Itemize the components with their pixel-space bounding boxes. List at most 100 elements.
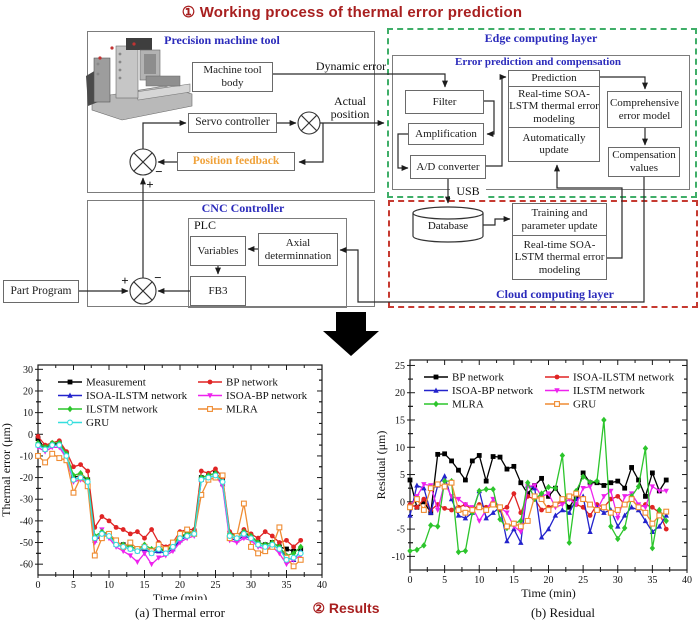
data-marker [284, 546, 289, 552]
data-marker [291, 544, 296, 550]
variables-box: Variables [190, 236, 246, 266]
data-marker [298, 537, 304, 543]
data-marker [241, 535, 247, 542]
data-marker [587, 528, 593, 535]
y-tick-label: 10 [395, 443, 405, 454]
data-marker [621, 512, 628, 518]
data-marker [435, 523, 441, 530]
data-marker [407, 547, 413, 555]
x-tick-label: 40 [317, 580, 327, 591]
y-axis-label: Thermal error (μm) [0, 423, 13, 517]
legend-label-isoa-ilstm-network: ISOA-ILSTM network [573, 372, 675, 384]
data-marker [628, 496, 635, 503]
data-marker [276, 524, 283, 531]
data-marker [141, 551, 148, 557]
cloud-layer-label: Cloud computing layer [495, 287, 614, 301]
data-marker [120, 548, 126, 555]
series-line-ilstm-network [409, 480, 667, 533]
legend-label-isoa-ilstm-network: ISOA-ILSTM network [86, 390, 188, 402]
data-marker [608, 488, 614, 494]
x-axis-label: Time (min) [153, 591, 208, 600]
data-marker [442, 505, 448, 511]
data-marker [177, 540, 183, 546]
data-marker [518, 529, 524, 535]
data-marker [449, 507, 454, 513]
data-marker [504, 523, 510, 530]
data-marker [545, 483, 552, 491]
data-marker [663, 508, 670, 515]
data-marker [629, 465, 634, 470]
position-feedback-box: Position feedback [177, 152, 295, 171]
x-tick-label: 0 [408, 575, 413, 586]
data-marker [414, 546, 420, 554]
data-marker [656, 523, 662, 529]
data-marker [649, 470, 655, 476]
data-marker [649, 520, 656, 527]
legend-label-gru: GRU [573, 399, 596, 411]
edge-layer-label: Edge computing layer [484, 31, 598, 45]
data-marker [297, 556, 304, 563]
data-marker [545, 526, 552, 532]
prediction-stack-box: Prediction Real-time SOA-LSTM thermal er… [508, 70, 600, 162]
data-marker [656, 488, 662, 494]
axial-determination-box: Axial determinnation [258, 233, 338, 266]
data-marker [98, 530, 105, 537]
data-marker [407, 477, 413, 483]
data-marker [70, 489, 77, 496]
data-marker [642, 509, 649, 516]
data-marker [226, 533, 233, 539]
legend-label-isoa-bp-network: ISOA-BP network [452, 385, 534, 397]
data-marker [656, 506, 662, 514]
data-marker [587, 501, 593, 508]
data-marker [615, 535, 621, 543]
y-axis-label: Residual (μm) [374, 431, 388, 500]
data-marker [559, 452, 566, 459]
cnc-controller-label: CNC Controller [201, 201, 285, 215]
data-marker [469, 507, 476, 513]
data-marker [290, 554, 297, 561]
data-marker [656, 512, 663, 519]
data-marker [539, 475, 544, 481]
data-marker [462, 509, 469, 516]
data-marker [455, 496, 462, 503]
data-marker [622, 485, 628, 491]
comprehensive-error-model-box: Comprehensive error model [607, 91, 682, 128]
data-marker [649, 544, 656, 552]
legend-marker [67, 392, 73, 398]
legend-marker [433, 387, 439, 393]
x-tick-label: 30 [613, 575, 623, 586]
data-marker [517, 523, 524, 530]
y-tick-label: -50 [20, 538, 33, 549]
data-marker [35, 452, 41, 459]
data-marker [191, 530, 198, 537]
series-line-isoa-bp-network [37, 446, 302, 566]
data-marker [525, 491, 531, 497]
data-marker [106, 518, 112, 524]
data-marker [483, 486, 489, 493]
training-stack-box: Training and parameter update Real-time … [512, 203, 607, 280]
data-marker [490, 454, 496, 459]
data-marker [580, 496, 587, 503]
residual-chart: 0 5 10 15 20 25 30 35 40 -10 -5 0 5 10 15 20 25 BP networ… [374, 359, 692, 600]
data-marker [614, 507, 621, 513]
legend-marker [67, 379, 73, 385]
data-marker [510, 520, 517, 527]
minus-sign-junction2: − [155, 164, 163, 179]
caption-b: (b) Residual [531, 605, 595, 620]
data-marker [170, 548, 176, 555]
x-tick-label: 25 [211, 580, 221, 591]
legend-label-measurement: Measurement [86, 377, 146, 389]
data-marker [621, 494, 628, 500]
plus-sign-junction2: + [146, 177, 154, 192]
arrow-database-to-training [483, 216, 511, 226]
data-marker [518, 539, 524, 545]
precision-machine-tool-box [87, 31, 375, 193]
data-marker [297, 550, 304, 557]
database-label: Database [427, 220, 469, 232]
data-marker [573, 490, 580, 497]
compensation-values-box: Compensation values [608, 147, 680, 177]
arrow-prediction-to-comprehensive [600, 76, 648, 90]
data-marker [490, 501, 497, 508]
data-marker [635, 504, 642, 511]
